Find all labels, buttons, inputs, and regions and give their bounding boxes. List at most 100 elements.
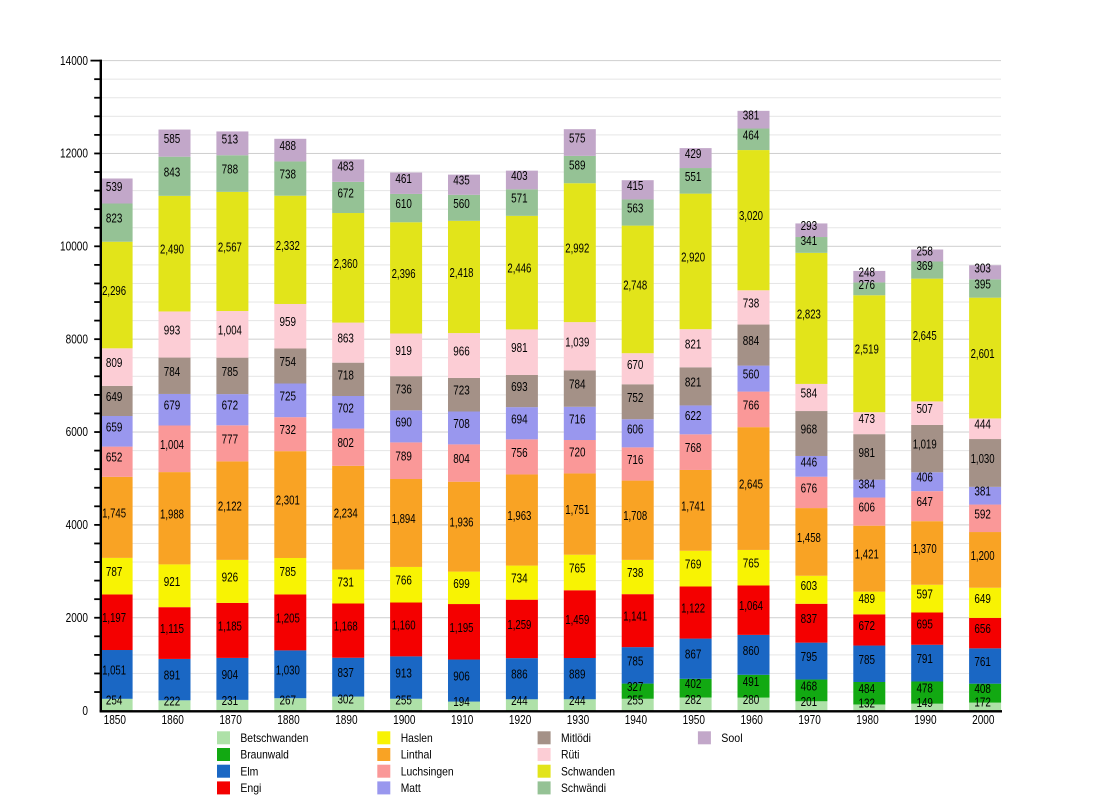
svg-text:1960: 1960 (741, 712, 763, 727)
svg-text:1,115: 1,115 (160, 621, 184, 636)
svg-text:921: 921 (164, 574, 181, 589)
svg-text:1890: 1890 (335, 712, 357, 727)
svg-text:2,296: 2,296 (102, 283, 126, 298)
svg-text:384: 384 (859, 477, 876, 492)
svg-text:293: 293 (801, 218, 818, 233)
svg-text:1,122: 1,122 (681, 601, 705, 616)
svg-text:699: 699 (453, 576, 470, 591)
svg-text:2,920: 2,920 (681, 249, 705, 264)
svg-text:659: 659 (106, 419, 123, 434)
svg-text:1,039: 1,039 (565, 334, 589, 349)
svg-text:4000: 4000 (66, 517, 88, 532)
svg-text:702: 702 (337, 400, 354, 415)
svg-text:1,751: 1,751 (565, 502, 589, 517)
svg-text:Sool: Sool (721, 731, 742, 745)
svg-text:6000: 6000 (66, 424, 88, 439)
svg-text:473: 473 (859, 411, 876, 426)
svg-text:785: 785 (627, 653, 644, 668)
svg-text:1,200: 1,200 (971, 548, 995, 563)
svg-text:1,141: 1,141 (623, 609, 647, 624)
svg-text:926: 926 (222, 569, 239, 584)
svg-text:2,396: 2,396 (392, 266, 416, 281)
svg-text:837: 837 (337, 665, 354, 680)
svg-text:837: 837 (801, 611, 818, 626)
svg-text:255: 255 (627, 693, 644, 708)
svg-text:560: 560 (743, 367, 760, 382)
svg-text:1900: 1900 (393, 712, 415, 727)
svg-text:863: 863 (337, 331, 354, 346)
svg-text:649: 649 (974, 591, 991, 606)
svg-text:672: 672 (222, 398, 239, 413)
svg-text:1880: 1880 (277, 712, 299, 727)
svg-text:736: 736 (395, 381, 412, 396)
svg-text:244: 244 (569, 693, 586, 708)
svg-text:768: 768 (685, 440, 702, 455)
svg-text:1,195: 1,195 (450, 620, 474, 635)
svg-text:429: 429 (685, 146, 702, 161)
svg-text:906: 906 (453, 669, 470, 684)
svg-text:464: 464 (743, 127, 760, 142)
svg-text:248: 248 (859, 265, 876, 280)
svg-text:1980: 1980 (856, 712, 878, 727)
svg-text:282: 282 (685, 692, 702, 707)
svg-text:821: 821 (685, 336, 702, 351)
svg-text:884: 884 (743, 333, 760, 348)
svg-text:575: 575 (569, 131, 586, 146)
svg-text:589: 589 (569, 158, 586, 173)
svg-text:571: 571 (511, 191, 528, 206)
svg-text:867: 867 (685, 647, 702, 662)
svg-text:738: 738 (627, 565, 644, 580)
svg-text:716: 716 (627, 452, 644, 467)
svg-text:784: 784 (569, 377, 586, 392)
svg-text:461: 461 (395, 171, 412, 186)
svg-text:592: 592 (974, 506, 991, 521)
svg-text:1,030: 1,030 (971, 451, 995, 466)
svg-text:2,490: 2,490 (160, 242, 184, 257)
svg-text:478: 478 (916, 681, 933, 696)
svg-text:3,020: 3,020 (739, 208, 763, 223)
svg-text:563: 563 (627, 201, 644, 216)
svg-text:695: 695 (916, 617, 933, 632)
svg-text:2,601: 2,601 (971, 346, 995, 361)
svg-text:785: 785 (859, 652, 876, 667)
svg-text:904: 904 (222, 667, 239, 682)
svg-text:1,458: 1,458 (797, 530, 821, 545)
svg-text:606: 606 (627, 421, 644, 436)
svg-text:756: 756 (511, 445, 528, 460)
svg-text:2000: 2000 (972, 712, 994, 727)
svg-text:14000: 14000 (60, 53, 88, 68)
svg-text:1,205: 1,205 (276, 610, 300, 625)
svg-text:761: 761 (974, 654, 991, 669)
svg-text:2,446: 2,446 (507, 261, 531, 276)
svg-text:693: 693 (511, 379, 528, 394)
svg-text:408: 408 (974, 681, 991, 696)
svg-text:489: 489 (859, 591, 876, 606)
svg-text:244: 244 (511, 693, 528, 708)
svg-text:789: 789 (395, 449, 412, 464)
svg-text:255: 255 (395, 693, 412, 708)
svg-text:734: 734 (511, 571, 528, 586)
svg-text:Schwanden: Schwanden (561, 764, 615, 778)
svg-text:415: 415 (627, 178, 644, 193)
svg-text:718: 718 (337, 367, 354, 382)
svg-text:302: 302 (337, 692, 354, 707)
svg-text:Luchsingen: Luchsingen (401, 764, 454, 778)
svg-text:Matt: Matt (401, 781, 422, 795)
svg-text:327: 327 (627, 679, 644, 694)
svg-text:670: 670 (627, 357, 644, 372)
svg-text:280: 280 (743, 692, 760, 707)
svg-text:1860: 1860 (162, 712, 184, 727)
svg-text:258: 258 (916, 244, 933, 259)
svg-text:2,748: 2,748 (623, 277, 647, 292)
svg-text:597: 597 (916, 587, 933, 602)
svg-text:610: 610 (395, 196, 412, 211)
svg-text:1920: 1920 (509, 712, 531, 727)
svg-text:788: 788 (222, 162, 239, 177)
svg-text:723: 723 (453, 383, 470, 398)
svg-text:672: 672 (337, 185, 354, 200)
svg-text:843: 843 (164, 164, 181, 179)
svg-text:Linthal: Linthal (401, 748, 432, 762)
svg-text:1,963: 1,963 (507, 508, 531, 523)
svg-text:919: 919 (395, 343, 412, 358)
svg-text:672: 672 (859, 618, 876, 633)
